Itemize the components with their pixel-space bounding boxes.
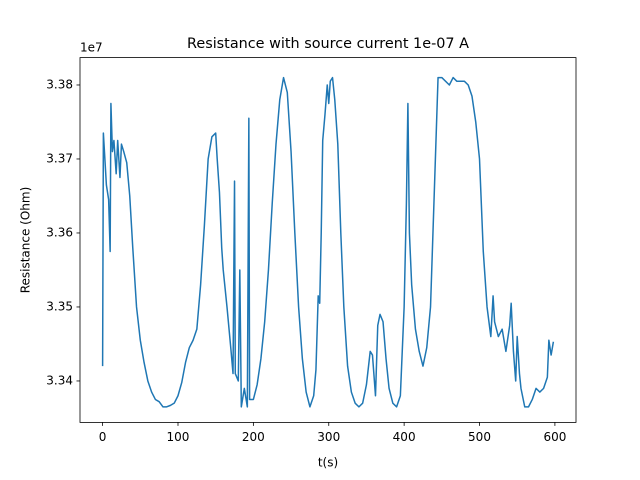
y-tick-label: 3.35 (46, 299, 73, 313)
x-tick-label: 200 (242, 430, 265, 444)
y-axis-label: Resistance (Ohm) (19, 187, 33, 294)
y-tick-label: 3.38 (46, 77, 73, 91)
x-tick-label: 400 (393, 430, 416, 444)
y-tick-label: 3.34 (46, 373, 73, 387)
x-tick-label: 600 (543, 430, 566, 444)
plot-area (101, 76, 555, 408)
y-tick-label: 3.37 (46, 151, 73, 165)
x-tick-label: 500 (468, 430, 491, 444)
x-tick-label: 100 (167, 430, 190, 444)
y-tick-label: 3.36 (46, 225, 73, 239)
data-line (101, 76, 555, 408)
x-tick-label: 0 (99, 430, 107, 444)
x-tick-label: 300 (317, 430, 340, 444)
y-offset-label: 1e7 (80, 41, 103, 55)
axes-frame (79, 57, 577, 423)
x-axis-label: t(s) (318, 456, 338, 470)
chart-title: Resistance with source current 1e-07 A (187, 36, 469, 52)
